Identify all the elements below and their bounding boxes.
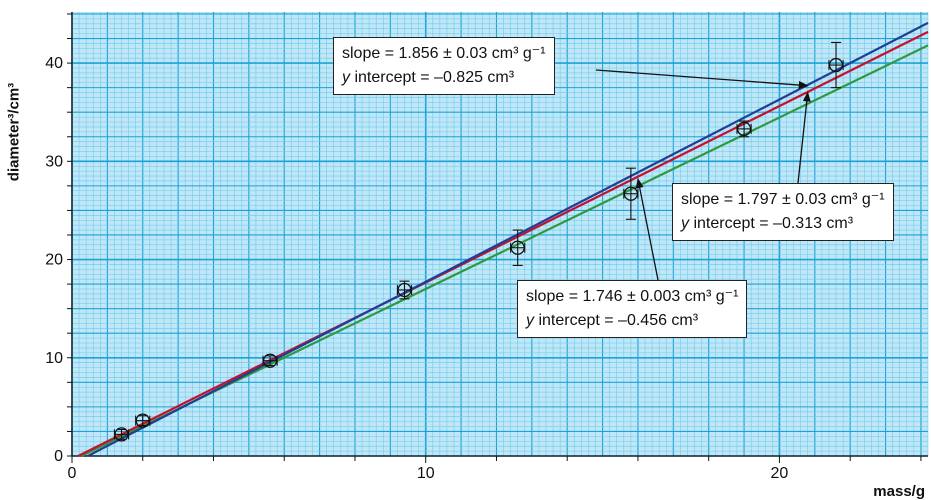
point-marker — [510, 240, 525, 255]
data-point — [396, 280, 413, 300]
annotation-red-slope: slope = 1.797 ± 0.03 cm³ g⁻¹ — [681, 191, 885, 208]
annotation-green-slope: slope = 1.746 ± 0.003 cm³ g⁻¹ — [526, 288, 739, 305]
arrow-red — [797, 91, 811, 184]
annotation-green-intercept-y: y — [526, 312, 534, 329]
annotation-blue-intercept-y: y — [342, 69, 350, 86]
annotation-blue-intercept: intercept = –0.825 cm³ — [350, 69, 515, 86]
data-point — [736, 120, 752, 138]
annotation-green-intercept-row: y intercept = –0.456 cm³ — [526, 309, 738, 333]
point-marker — [135, 413, 150, 428]
y-tick-label: 20 — [45, 252, 63, 269]
point-marker — [262, 353, 278, 368]
x-tick-label: 0 — [68, 465, 77, 482]
data-point — [262, 353, 278, 368]
data-point — [623, 167, 639, 220]
y-tick-label: 10 — [45, 350, 63, 367]
line-blue — [87, 21, 929, 457]
annotation-red-line: slope = 1.797 ± 0.03 cm³ g⁻¹ y intercept… — [672, 183, 894, 241]
annotation-green-line: slope = 1.746 ± 0.003 cm³ g⁻¹ y intercep… — [517, 280, 748, 338]
annotation-blue-line: slope = 1.856 ± 0.03 cm³ g⁻¹ y intercept… — [333, 37, 555, 95]
annotation-blue-slope: slope = 1.856 ± 0.03 cm³ g⁻¹ — [342, 45, 546, 62]
annotation-red-intercept-y: y — [681, 215, 689, 232]
line-red — [77, 30, 929, 457]
x-tick-label: 20 — [771, 465, 789, 482]
point-marker — [114, 427, 129, 442]
annotation-red-intercept-row: y intercept = –0.313 cm³ — [681, 212, 885, 236]
point-marker — [736, 121, 752, 137]
x-tick-label: 10 — [417, 465, 435, 482]
annotation-blue-intercept-row: y intercept = –0.825 cm³ — [342, 66, 546, 90]
point-marker — [623, 186, 639, 201]
y-tick-label: 30 — [45, 153, 63, 170]
point-marker — [828, 57, 844, 73]
data-point — [828, 41, 844, 89]
y-tick-label: 40 — [45, 55, 63, 72]
y-axis-label-container: diameter³/cm³ — [4, 22, 24, 242]
annotation-green-intercept: intercept = –0.456 cm³ — [534, 312, 699, 329]
data-point — [510, 229, 526, 266]
y-axis-label: diameter³/cm³ — [5, 82, 23, 182]
y-tick-label: 0 — [54, 448, 63, 465]
x-axis-label: mass/g — [873, 483, 925, 500]
arrow-blue — [595, 69, 809, 89]
annotation-red-intercept: intercept = –0.313 cm³ — [689, 215, 854, 232]
point-marker — [397, 282, 412, 298]
arrow-green — [635, 178, 659, 281]
data-point — [113, 427, 130, 442]
data-point — [135, 413, 151, 428]
